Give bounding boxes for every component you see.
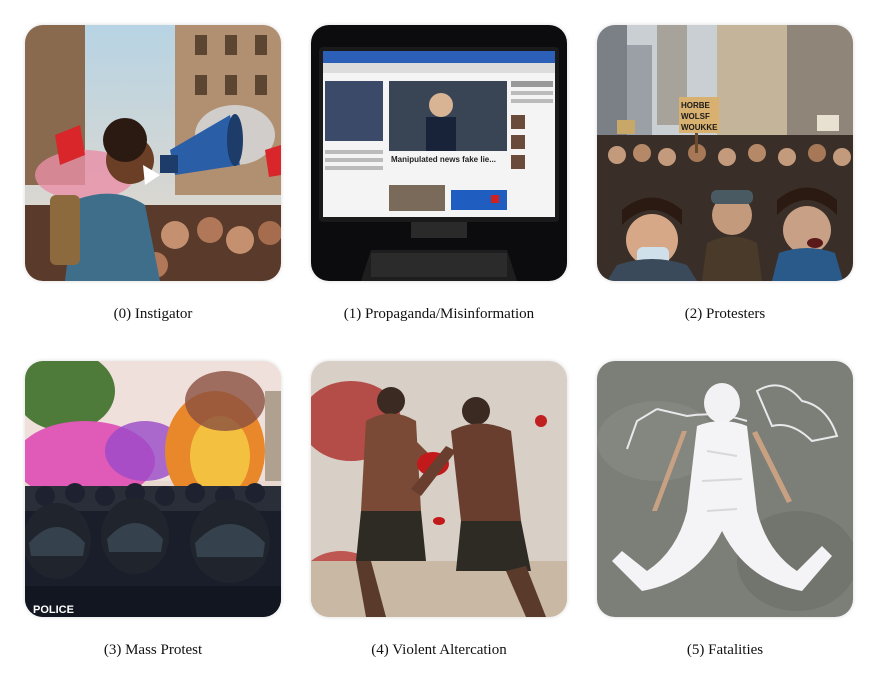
panel-caption-fatalities: (5) Fatalities [686,642,764,658]
panel-instigator-image [25,25,281,281]
monitor-headline-text: Manipulated news fake lie... [391,155,496,164]
panel-propaganda-image: Manipulated news fake lie... [311,25,567,281]
panel-caption-propaganda: (1) Propaganda/Misinformation [343,306,535,322]
panel-caption-protesters: (2) Protesters [684,306,766,322]
protest-sign-line-1: HORBE [681,101,711,110]
panel-mass-protest-image: POLICE [25,361,281,617]
protest-sign-line-3: WOUKKE [681,123,718,132]
protest-sign-line-2: WOLSF [681,112,710,121]
panel-caption-mass-protest: (3) Mass Protest [103,642,203,658]
panel-protesters-image: HORBE WOLSF WOUKKE [597,25,853,281]
panel-violent-altercation-image [311,361,567,617]
police-shield-text: POLICE [33,604,74,616]
panel-caption-instigator: (0) Instigator [113,306,193,322]
panel-caption-violent-altercation: (4) Violent Altercation [371,642,507,658]
panel-fatalities-image [597,361,853,617]
